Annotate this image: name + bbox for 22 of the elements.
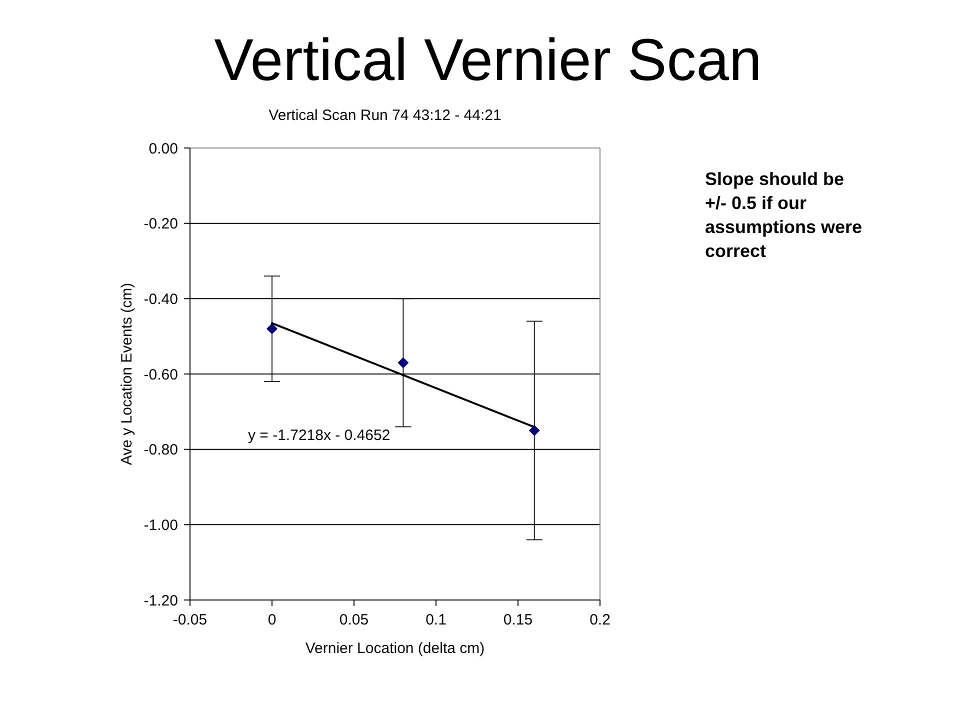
x-tick-label: 0: [268, 612, 276, 629]
y-tick-label: -0.80: [144, 442, 178, 459]
y-tick-label: -1.20: [144, 592, 178, 610]
y-tick-label: -0.20: [144, 216, 178, 233]
x-tick-label: 0.1: [426, 612, 446, 629]
y-axis-title: Ave y Location Events (cm): [118, 282, 136, 466]
point: [266, 323, 278, 334]
y-tick-label: -0.40: [144, 290, 178, 308]
y-tick-label: -1.00: [144, 516, 178, 534]
y-tick-label: 0.00: [148, 140, 178, 158]
text: Slope should be +/- 0.5 if our assumptions were correct: [705, 168, 864, 263]
x-tick-label: 0.05: [339, 612, 369, 629]
x-tick-label: -0.05: [172, 612, 208, 629]
text: y = -1.7218x - 0.4652: [248, 427, 390, 444]
chart-subtitle: Vertical Scan Run 74 43:12 - 44:21: [268, 107, 502, 124]
point: [398, 357, 409, 368]
x-tick-label: 0.2: [590, 612, 610, 629]
x-tick-label: 0.15: [503, 612, 533, 629]
x-axis-title: Vernier Location (delta cm): [305, 640, 485, 657]
y-tick-label: -0.60: [144, 366, 178, 384]
chart-title: Vertical Vernier Scan: [213, 27, 763, 93]
point: [528, 425, 540, 436]
